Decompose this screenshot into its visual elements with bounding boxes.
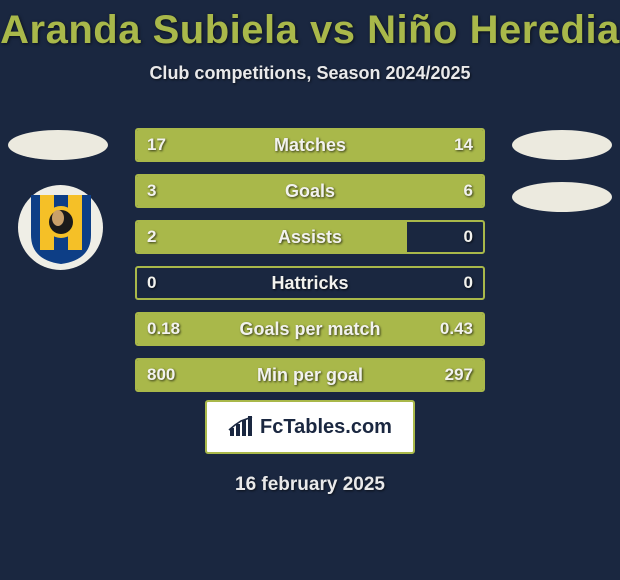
date-label: 16 february 2025 bbox=[0, 474, 620, 496]
crest-icon bbox=[26, 190, 96, 265]
stat-row: 20Assists bbox=[135, 220, 485, 254]
source-badge: FcTables.com bbox=[205, 400, 415, 454]
stat-left-fill bbox=[137, 314, 241, 344]
stat-left-value: 0 bbox=[147, 268, 156, 298]
player-left-placeholder-oval bbox=[8, 130, 108, 160]
player-right-placeholder-oval-1 bbox=[512, 130, 612, 160]
stats-bars: 1714Matches36Goals20Assists00Hattricks0.… bbox=[135, 128, 485, 404]
subtitle: Club competitions, Season 2024/2025 bbox=[0, 63, 620, 84]
stat-label: Hattricks bbox=[137, 268, 483, 298]
stat-right-fill bbox=[251, 176, 483, 206]
stat-row: 0.180.43Goals per match bbox=[135, 312, 485, 346]
bars-chart-icon bbox=[228, 416, 254, 438]
stat-row: 800297Min per goal bbox=[135, 358, 485, 392]
stat-left-fill bbox=[137, 130, 327, 160]
source-badge-text: FcTables.com bbox=[260, 416, 392, 439]
player-right-placeholder-oval-2 bbox=[512, 182, 612, 212]
stat-left-fill bbox=[137, 360, 390, 390]
stat-right-fill bbox=[241, 314, 483, 344]
club-crest bbox=[18, 185, 103, 270]
stat-left-fill bbox=[137, 222, 407, 252]
stat-right-value: 0 bbox=[464, 222, 473, 252]
stat-row: 36Goals bbox=[135, 174, 485, 208]
stat-right-fill bbox=[327, 130, 483, 160]
stat-right-value: 0 bbox=[464, 268, 473, 298]
stat-row: 0 0Hattricks bbox=[135, 266, 485, 300]
stat-row: 1714Matches bbox=[135, 128, 485, 162]
infographic-root: Aranda Subiela vs Niño Heredia Club comp… bbox=[0, 8, 620, 580]
page-title: Aranda Subiela vs Niño Heredia bbox=[0, 8, 620, 53]
stat-left-fill bbox=[137, 176, 251, 206]
stat-right-fill bbox=[390, 360, 483, 390]
